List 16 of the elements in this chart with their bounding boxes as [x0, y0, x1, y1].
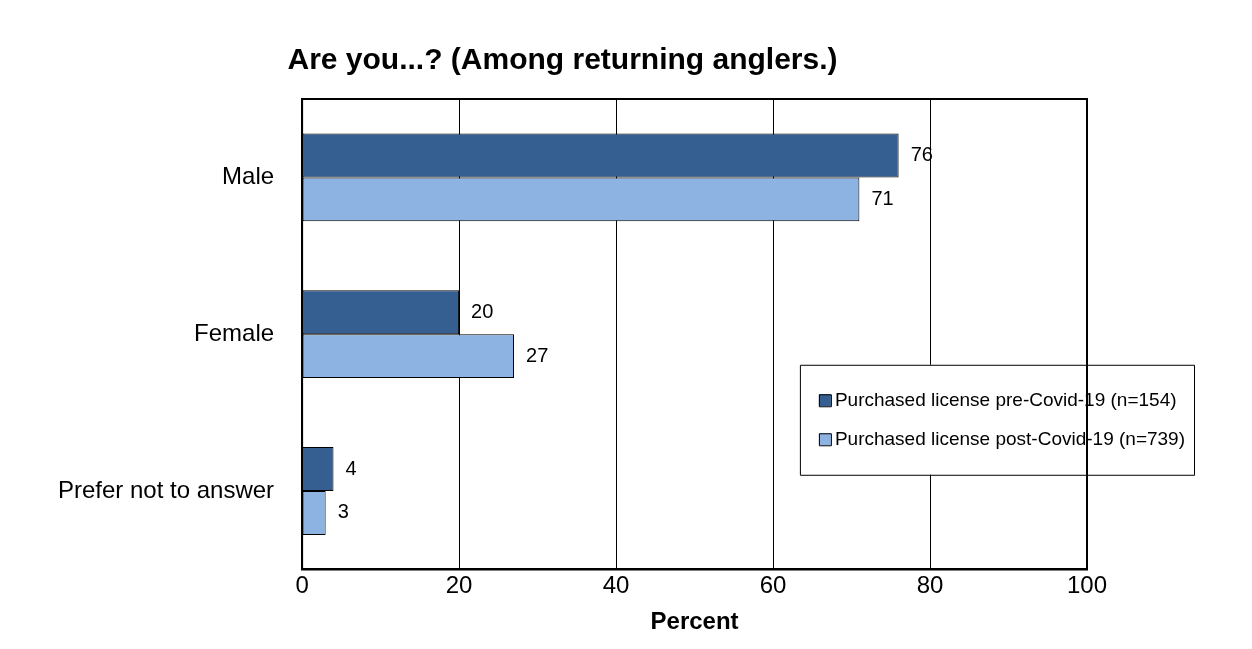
x-tick-label: 0	[295, 571, 309, 599]
y-tick-label: Female	[194, 318, 275, 346]
x-tick-label: 40	[602, 571, 630, 599]
data-label: 27	[526, 343, 549, 366]
x-tick-label: 100	[1066, 571, 1108, 599]
x-tick-label: 20	[445, 571, 473, 599]
x-axis-title: Percent	[650, 607, 739, 635]
data-label: 20	[471, 299, 494, 322]
data-label: 71	[871, 186, 894, 209]
y-tick-label: Male	[222, 162, 275, 190]
x-tick-label: 80	[916, 571, 944, 599]
data-label: 3	[337, 500, 349, 523]
y-tick-label: Prefer not to answer	[58, 475, 275, 503]
chart-title: Are you...? (Among returning anglers.)	[287, 42, 838, 76]
data-label: 4	[345, 456, 357, 479]
x-tick-label: 60	[759, 571, 787, 599]
